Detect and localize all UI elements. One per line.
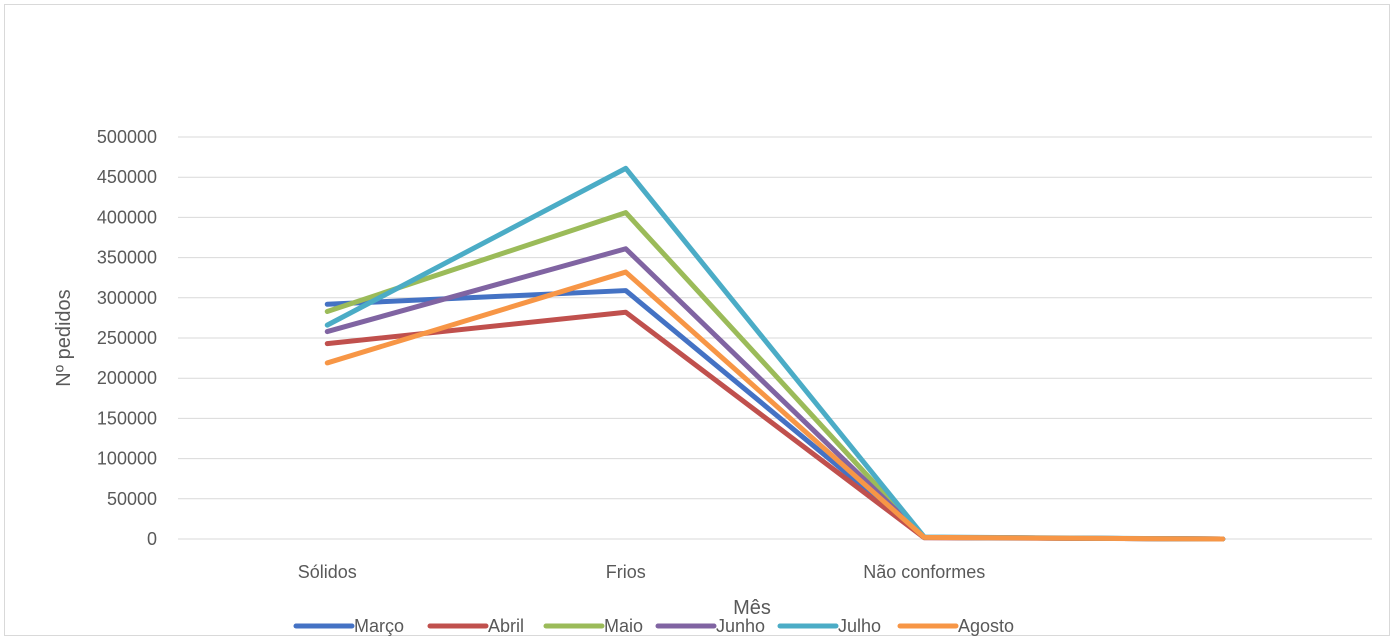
series-line-julho	[324, 165, 1226, 542]
y-tick-label: 450000	[97, 167, 157, 187]
y-tick-label: 0	[147, 529, 157, 549]
y-tick-label: 350000	[97, 248, 157, 268]
legend-label: Março	[354, 616, 404, 636]
y-tick-label: 50000	[107, 489, 157, 509]
y-tick-label: 200000	[97, 368, 157, 388]
x-tick-label: Frios	[606, 562, 646, 582]
legend-label: Agosto	[958, 616, 1014, 636]
x-tick-label: Sólidos	[298, 562, 357, 582]
legend: Março Abril Maio Junho Julho Agosto	[293, 616, 1014, 636]
series-line-maio	[324, 210, 1226, 542]
x-axis-ticks: Sólidos Frios Não conformes	[298, 562, 986, 582]
legend-label: Maio	[604, 616, 643, 636]
y-tick-label: 100000	[97, 449, 157, 469]
series-line-junho	[324, 246, 1226, 542]
x-axis-title: Mês	[733, 597, 771, 619]
y-axis-title: Nº pedidos	[53, 289, 75, 386]
series-lines	[324, 165, 1226, 542]
y-tick-label: 400000	[97, 207, 157, 227]
x-tick-label: Não conformes	[863, 562, 985, 582]
y-tick-label: 250000	[97, 328, 157, 348]
series-line-agosto	[324, 269, 1226, 542]
series-line-abril	[324, 309, 1226, 542]
legend-label: Julho	[838, 616, 881, 636]
legend-label: Junho	[716, 616, 765, 636]
y-tick-label: 500000	[97, 127, 157, 147]
y-tick-label: 150000	[97, 408, 157, 428]
y-tick-label: 300000	[97, 288, 157, 308]
y-axis-ticks: 0 50000 100000 150000 200000 250000 300000 3500…	[97, 127, 157, 549]
legend-label: Abril	[488, 616, 524, 636]
